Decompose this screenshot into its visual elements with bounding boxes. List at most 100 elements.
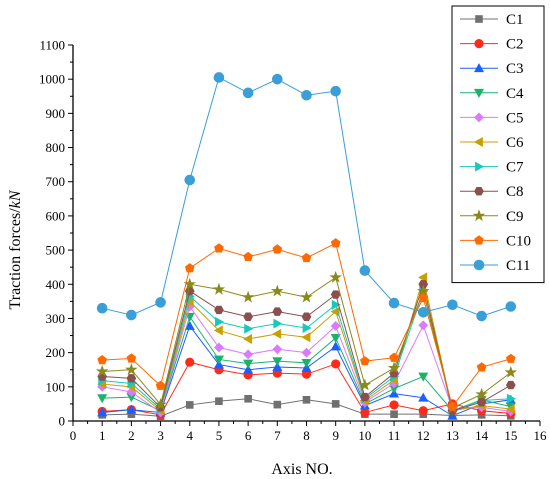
data-point-c10 (272, 244, 283, 254)
data-point-c5 (214, 342, 224, 353)
x-tick-label: 15 (504, 428, 517, 443)
x-tick-label: 7 (274, 428, 281, 443)
data-point-c10 (330, 238, 341, 248)
data-point-c9 (329, 270, 342, 283)
data-point-c10 (126, 353, 137, 363)
y-axis-label-main: Traction forces/ (7, 208, 24, 310)
data-point-c4 (243, 359, 254, 369)
data-point-c5 (330, 321, 341, 331)
y-tick-label: 1100 (39, 38, 65, 53)
data-point-c2 (389, 400, 399, 410)
x-tick-label: 6 (245, 428, 252, 443)
legend-item-c1: C1 (460, 12, 524, 28)
legend-marker (473, 259, 485, 271)
legend-marker (474, 187, 484, 196)
data-point-c10 (447, 401, 458, 411)
data-point-c1 (273, 400, 282, 409)
legend-marker (475, 161, 485, 172)
legend-marker (473, 136, 483, 148)
data-point-c5 (418, 320, 429, 331)
legend-label: C7 (506, 160, 524, 176)
data-point-c5 (243, 349, 254, 360)
data-point-c11 (272, 73, 283, 85)
data-point-c4 (301, 358, 312, 369)
data-point-c11 (476, 310, 487, 322)
series-line-c11 (102, 76, 511, 317)
legend-label: C9 (506, 209, 524, 225)
y-tick-label: 900 (46, 106, 66, 121)
legend-item-c3: C3 (460, 61, 524, 77)
x-tick-label: 10 (358, 428, 371, 443)
x-tick-label: 2 (128, 428, 135, 443)
legend-item-c7: C7 (460, 160, 524, 176)
data-point-c10 (476, 362, 487, 372)
data-point-c6 (505, 404, 515, 415)
legend-marker (472, 209, 486, 222)
legend-label: C6 (506, 135, 524, 151)
series-c10 (97, 238, 516, 411)
legend-item-c10: C10 (460, 233, 531, 249)
data-point-c11 (213, 72, 225, 83)
data-point-c11 (242, 87, 254, 99)
series-c11 (96, 72, 517, 322)
data-point-c2 (185, 357, 195, 367)
data-point-c4 (213, 355, 224, 365)
legend: C1 C2 C3 C4 C5 C6 C7 C8 C9 C10 C11 (451, 5, 545, 284)
data-point-c8 (330, 290, 341, 299)
legend-label: C5 (506, 110, 524, 126)
data-point-c9 (271, 284, 284, 297)
data-point-c5 (272, 344, 283, 355)
data-point-c6 (243, 333, 253, 344)
series-layer (95, 72, 518, 421)
legend-label: C2 (506, 37, 524, 53)
data-point-c7 (273, 318, 283, 329)
data-point-c9 (95, 364, 109, 377)
data-point-c3 (272, 361, 283, 371)
data-point-c9 (241, 290, 255, 303)
legend-item-c6: C6 (460, 135, 524, 151)
data-point-c11 (96, 302, 108, 314)
data-point-c4 (97, 394, 108, 404)
x-tick-label: 4 (187, 428, 194, 443)
legend-label: C10 (506, 233, 531, 249)
data-point-c11 (330, 85, 341, 97)
legend-marker (474, 235, 484, 245)
data-point-c3 (330, 341, 341, 351)
data-point-c9 (358, 378, 372, 391)
series-line-c10 (102, 242, 511, 408)
data-point-c8 (301, 312, 312, 321)
y-tick-label: 800 (46, 140, 66, 155)
data-point-c8 (243, 312, 253, 321)
legend-item-c5: C5 (460, 110, 524, 126)
data-point-c9 (300, 290, 313, 303)
data-point-c3 (126, 404, 137, 414)
legend-item-c4: C4 (460, 86, 524, 102)
data-point-c4 (330, 334, 341, 344)
data-point-c1 (244, 394, 252, 403)
data-point-c5 (301, 347, 312, 358)
legend-marker (473, 88, 485, 98)
x-tick-label: 14 (475, 428, 489, 443)
data-point-c10 (97, 355, 108, 365)
legend-item-c9: C9 (460, 209, 524, 225)
y-axis-label-unit: kN (7, 189, 24, 208)
data-point-c11 (301, 89, 312, 101)
data-point-c10 (389, 352, 399, 362)
y-tick-label: 1000 (39, 72, 65, 87)
legend-item-c2: C2 (460, 37, 524, 53)
x-axis-label: Axis NO. (271, 461, 332, 478)
legend-label: C4 (506, 86, 524, 102)
data-point-c10 (418, 292, 429, 303)
x-tick-label: 0 (70, 428, 77, 443)
legend-marker (475, 15, 483, 23)
data-point-c2 (331, 359, 341, 369)
data-point-c3 (97, 407, 108, 417)
data-point-c11 (388, 297, 400, 309)
data-point-c10 (214, 243, 224, 253)
data-point-c8 (418, 280, 429, 289)
data-point-c11 (155, 297, 166, 308)
data-point-c11 (359, 265, 371, 276)
data-point-c2 (418, 406, 428, 416)
data-point-c8 (126, 374, 137, 383)
